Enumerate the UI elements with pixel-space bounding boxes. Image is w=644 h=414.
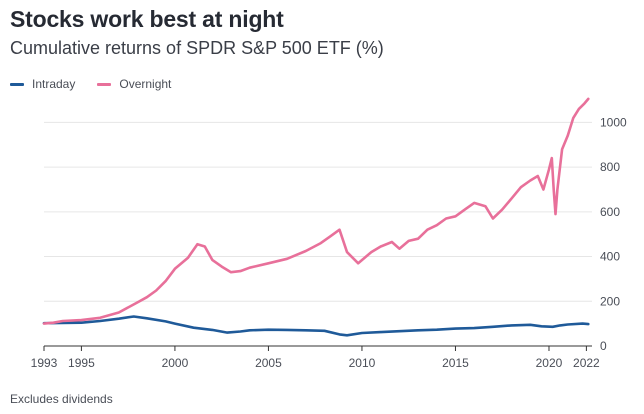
y-tick-label-600: 600	[600, 205, 620, 219]
chart-subtitle: Cumulative returns of SPDR S&P 500 ETF (…	[10, 38, 384, 58]
x-tick-label-2000: 2000	[162, 356, 189, 370]
x-tick-label-1993: 1993	[31, 356, 58, 370]
legend-item-intraday: Intraday	[10, 77, 75, 91]
legend-swatch-intraday	[10, 82, 24, 86]
legend-swatch-overnight	[97, 82, 112, 86]
y-tick-label-0: 0	[600, 339, 607, 353]
series-line-intraday	[42, 315, 590, 337]
series-line-overnight	[42, 97, 590, 325]
x-tick-label-2015: 2015	[442, 356, 469, 370]
y-tick-label-800: 800	[600, 160, 620, 174]
legend-item-overnight: Overnight	[97, 77, 171, 91]
legend-label-intraday: Intraday	[32, 77, 76, 91]
chart-title: Stocks work best at night	[10, 6, 284, 32]
y-tick-label-1000: 1000	[600, 115, 627, 129]
x-tick-label-2005: 2005	[255, 356, 282, 370]
x-tick-label-2020: 2020	[536, 356, 563, 370]
y-tick-label-400: 400	[600, 250, 620, 264]
y-tick-label-200: 200	[600, 294, 620, 308]
x-tick-label-1995: 1995	[68, 356, 95, 370]
x-tick-label-2022: 2022	[573, 356, 600, 370]
x-tick-label-2010: 2010	[349, 356, 376, 370]
chart-legend: Intraday Overnight	[10, 77, 171, 91]
footnote: Excludes dividends	[10, 392, 113, 406]
legend-label-overnight: Overnight	[119, 77, 172, 91]
